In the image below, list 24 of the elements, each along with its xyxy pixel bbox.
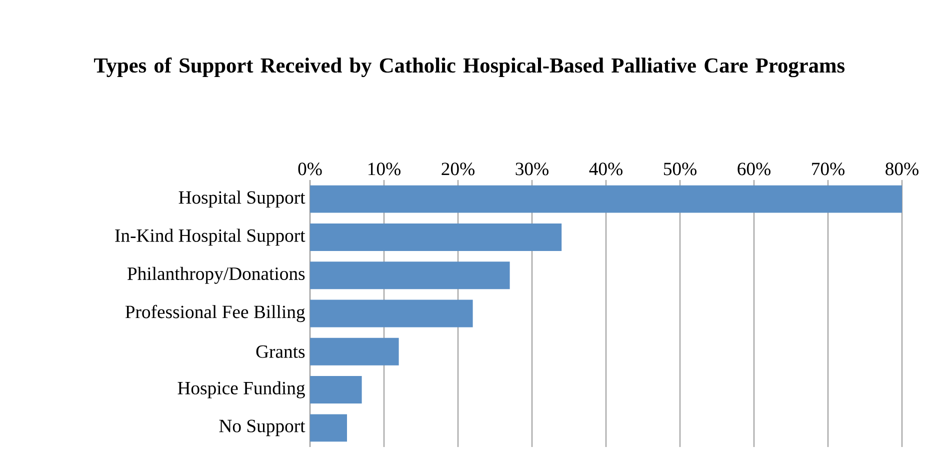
x-tick-label: 50% (664, 162, 696, 176)
y-tick-label: Philanthropy/Donations (127, 266, 305, 284)
x-tick-label: 10% (368, 162, 400, 176)
x-tick-label: 30% (516, 162, 548, 176)
y-tick-label: No Support (219, 420, 306, 436)
bar (310, 185, 902, 213)
x-tick-label: 0% (298, 162, 322, 176)
bar (310, 300, 473, 328)
y-tick-label: Hospital Support (178, 190, 306, 208)
chart-title: Types of Support Received by Catholic Hospical-Based Palliative Care Programs (94, 57, 845, 78)
x-tick-label: 40% (589, 162, 622, 176)
y-tick-label: In-Kind Hospital Support (115, 228, 306, 246)
bar (310, 262, 510, 290)
bar (310, 376, 362, 404)
bar (310, 338, 399, 366)
bar (310, 223, 562, 251)
x-tick-label: 80% (886, 162, 918, 176)
y-tick-label: Hospice Funding (178, 381, 305, 398)
x-tick-label: 60% (738, 162, 770, 176)
y-tick-label: Professional Fee Billing (125, 304, 305, 322)
y-tick-label: Grants (256, 345, 305, 358)
x-tick-label: 20% (442, 162, 474, 176)
bar (310, 414, 347, 442)
x-tick-label: 70% (812, 162, 844, 176)
